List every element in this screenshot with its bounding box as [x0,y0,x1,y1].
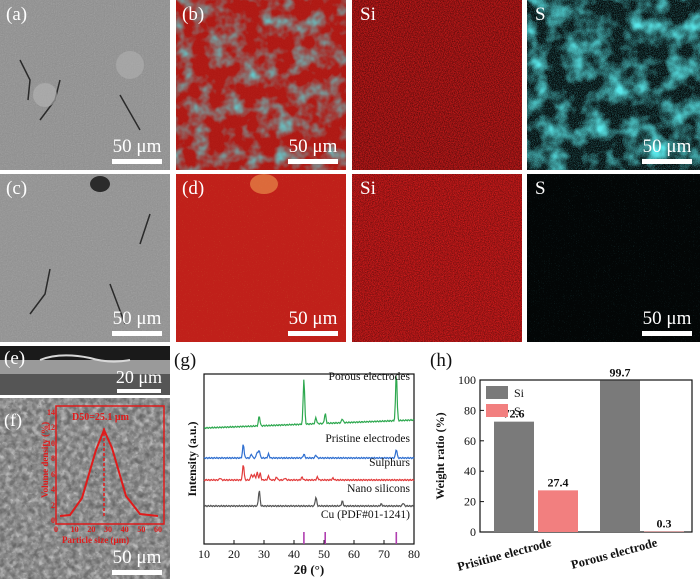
scale-bar-d: 50 μm [288,308,338,336]
eds-overlay-d: (d) 50 μm [176,174,346,342]
y-tick-label: 60 [464,434,476,448]
y-tick-label: 80 [464,403,476,417]
panel-label-d: (d) [182,178,204,200]
panel-label-f: (f) [4,410,22,431]
inset-ytick: 2 [51,501,55,510]
x-tick-label: 70 [378,547,390,561]
y-axis-label: Weight ratio (%) [433,412,447,499]
legend-swatch [486,386,508,399]
inset-ytick: 12 [47,423,55,432]
inset-xticks: 0 10 20 30 40 50 60 [56,525,164,535]
series-label: Nano silicons [347,483,410,495]
series-label: Sulphurs [369,457,410,469]
y-axis-label: Intensity (a.u.) [185,421,199,496]
inset-xtick: 50 [137,525,145,534]
y-tick-label: 0 [470,525,476,539]
eds-si-map-b: Si [352,0,522,170]
x-tick-label: 50 [318,547,330,561]
panel-label-c: (c) [6,178,27,200]
sem-image-a: (a) 50 μm [0,0,170,170]
xrd-chart-g: (g) 10 20 30 40 50 60 70 80 2θ (°) Intensity (a.u.… [172,346,430,579]
x-tick-label: 80 [408,547,420,561]
legend-label: S [514,404,521,418]
scale-bar-f: 50 μm [112,547,162,575]
inset-ytick: 0 [51,516,55,525]
inset-ytick: 4 [51,485,55,494]
eds-overlay-b: (b) 50 μm [176,0,346,170]
legend-label: Si [514,386,525,400]
inset-xtick: 20 [87,525,95,534]
element-label-si-b: Si [360,4,376,26]
category-label: Porous electrode [569,535,659,572]
y-tick-label: 100 [458,373,476,387]
inset-ytick: 6 [51,470,55,479]
category-label: Prisitine electrode [456,535,553,574]
inset-xtick: 40 [121,525,129,534]
inset-xtick: 60 [154,525,162,534]
panel-label-a: (a) [6,4,27,26]
series-label: Cu (PDF#01-1241) [321,509,410,521]
x-tick-label: 20 [228,547,240,561]
scale-bar-a: 50 μm [112,136,162,164]
y-tick-label: 40 [464,464,476,478]
inset-xlabel: Particle size (μm) [62,535,129,545]
inset-yticks: 0 2 4 6 8 10 12 14 [44,406,56,524]
eds-s-map-d: S 50 μm [527,174,700,342]
bar-value-label: 99.7 [610,365,631,379]
series-label: Pristine electrodes [325,433,410,445]
bar [494,422,534,532]
x-tick-label: 10 [198,547,210,561]
x-tick-label: 60 [348,547,360,561]
inset-xtick: 10 [71,525,79,534]
y-tick-label: 20 [464,495,476,509]
panel-label-b: (b) [182,4,204,26]
element-label-si-d: Si [360,178,376,200]
x-axis-label: 2θ (°) [294,562,324,577]
xrd-series-line [204,376,414,428]
inset-ytick: 8 [51,454,55,463]
x-tick-label: 40 [288,547,300,561]
inset-d50-text: D50=25.1 μm [72,412,129,423]
bar [538,490,578,532]
eds-si-map-d: Si [352,174,522,342]
sem-cross-section-e: (e) 20 μm [0,346,170,395]
scale-bar-c: 50 μm [112,308,162,336]
inset-ytick: 10 [47,439,55,448]
bar-value-label: 27.4 [548,475,569,489]
scale-bar-s-d: 50 μm [642,308,692,336]
inset-ytick: 14 [47,408,55,417]
eds-s-map-b: S 50 μm [527,0,700,170]
bar-value-label: 0.3 [657,517,672,531]
panel-label-g: (g) [174,350,196,371]
inset-xtick: 0 [54,525,58,534]
inset-xtick: 30 [104,525,112,534]
element-label-s-d: S [535,178,546,200]
scale-bar-e: 20 μm [116,367,162,393]
series-label: Porous electrodes [329,371,411,383]
sem-image-c: (c) 50 μm [0,174,170,342]
panel-label-e: (e) [4,348,25,370]
panel-label-h: (h) [430,350,452,371]
scale-bar-s-b: 50 μm [642,136,692,164]
scale-bar-b: 50 μm [288,136,338,164]
element-label-s-b: S [535,4,546,26]
bar [600,380,640,532]
x-tick-label: 30 [258,547,270,561]
legend-swatch [486,404,508,417]
